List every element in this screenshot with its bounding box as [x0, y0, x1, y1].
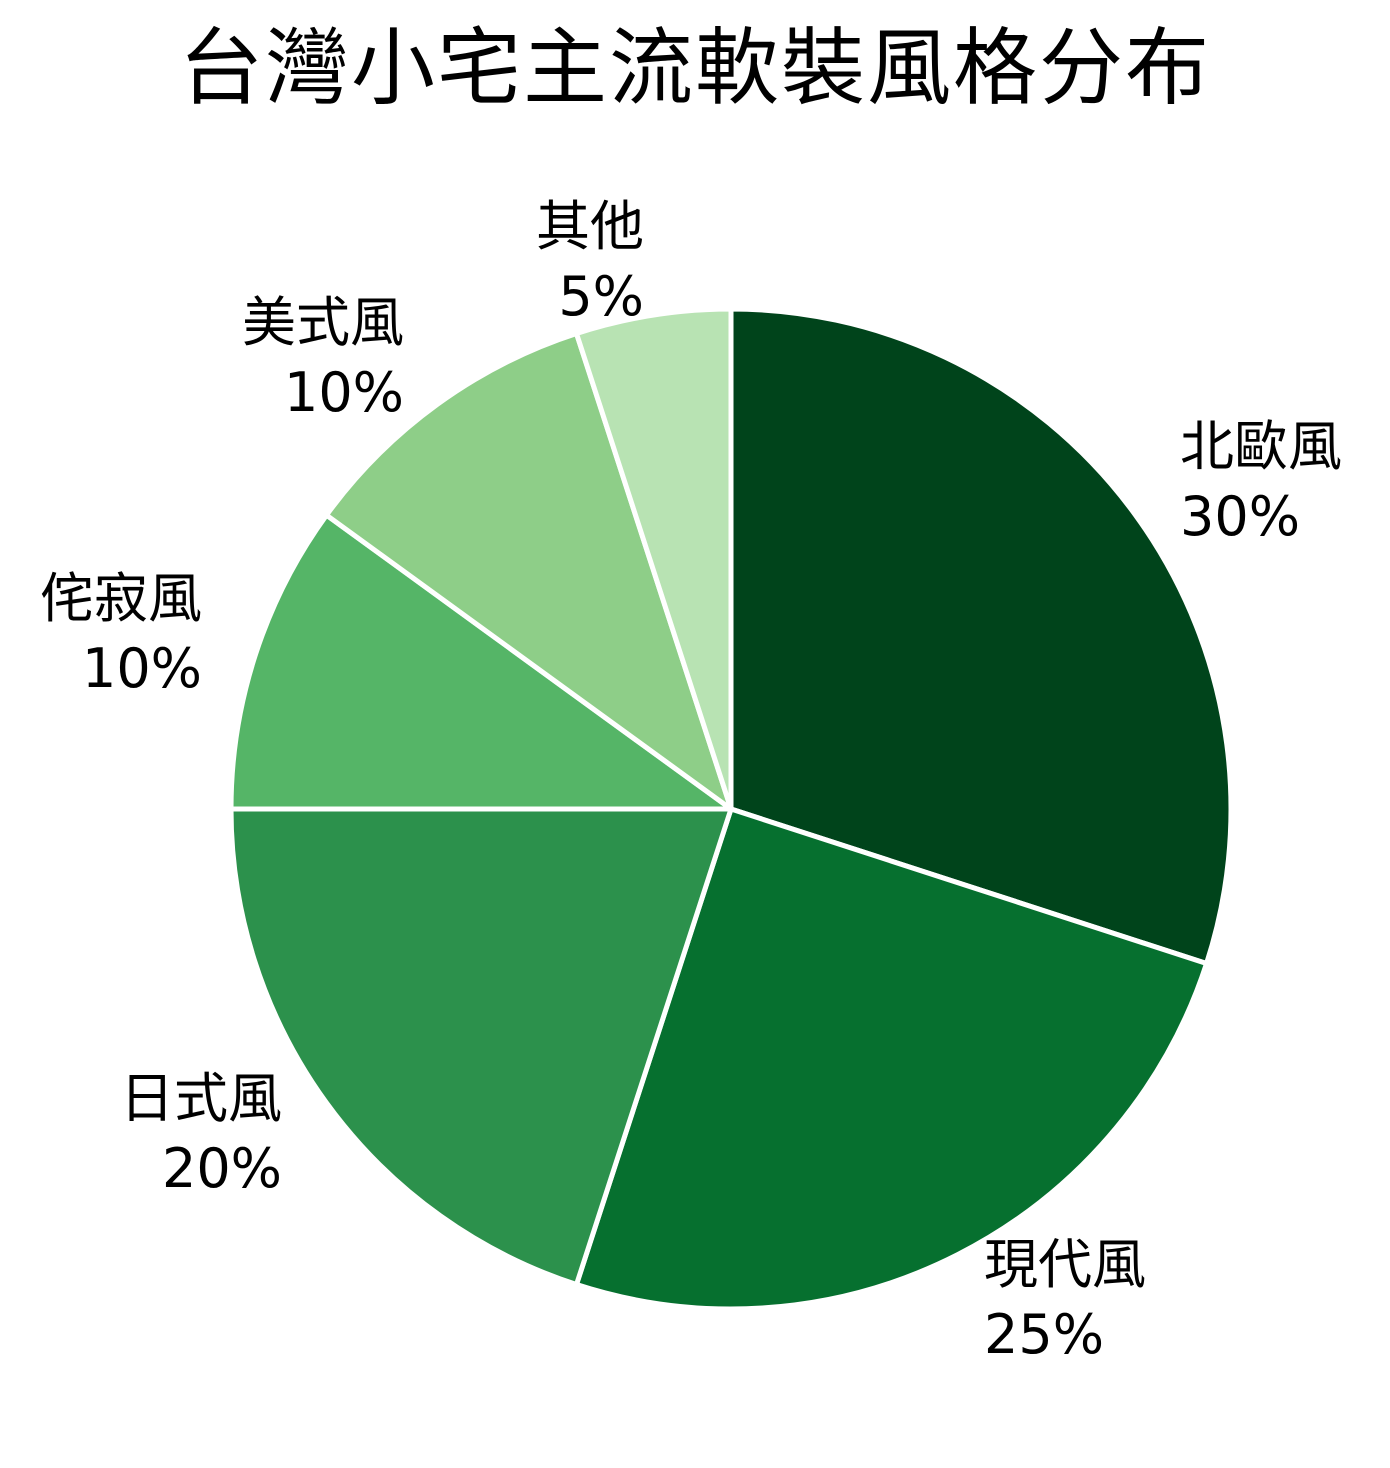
label-pct: 20% — [161, 1137, 282, 1200]
label-other: 其他 5% — [536, 192, 644, 332]
chart-title: 台灣小宅主流軟裝風格分布 — [178, 19, 1211, 117]
label-pct: 10% — [81, 637, 202, 700]
pie-slice-1 — [573, 806, 1210, 1312]
label-pct: 25% — [984, 1303, 1105, 1366]
label-name: 北歐風 — [1180, 415, 1342, 478]
label-pct: 5% — [558, 265, 644, 328]
label-name: 其他 — [536, 195, 644, 258]
label-wabisabi: 侘寂風 10% — [40, 564, 202, 704]
label-modern: 現代風 25% — [984, 1230, 1146, 1370]
label-name: 美式風 — [242, 291, 404, 354]
pie-slice-5 — [573, 306, 734, 812]
label-name: 日式風 — [120, 1067, 282, 1130]
label-pct: 30% — [1180, 485, 1301, 548]
label-american: 美式風 10% — [242, 288, 404, 428]
label-name: 侘寂風 — [40, 567, 202, 630]
label-nordic: 北歐風 30% — [1180, 412, 1342, 552]
label-pct: 10% — [283, 361, 404, 424]
pie-slice-0 — [728, 306, 1234, 967]
label-name: 現代風 — [984, 1233, 1146, 1296]
pie-slice-2 — [228, 806, 734, 1288]
pie-slice-4 — [323, 330, 734, 812]
label-japanese: 日式風 20% — [120, 1064, 282, 1204]
pie-slice-3 — [228, 512, 734, 812]
